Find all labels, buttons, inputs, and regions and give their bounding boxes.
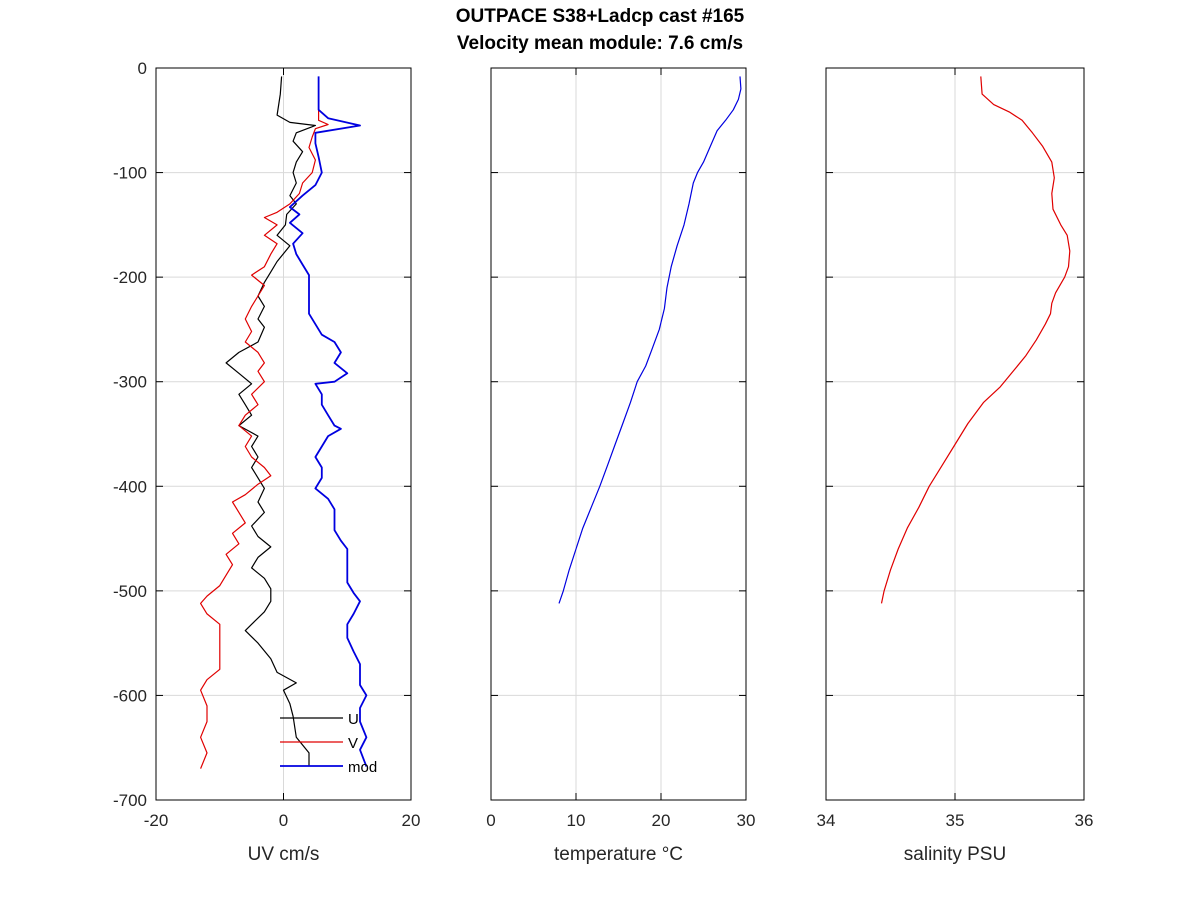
chart-title: OUTPACE S38+Ladcp cast #165 (455, 6, 745, 27)
x-tick-label: 0 (486, 811, 495, 830)
axes-box (490, 67, 747, 801)
panel-2: 0 10 20 30 temperature °C (486, 67, 756, 865)
x-axis-label: UV cm/s (248, 844, 320, 865)
x-tick-label: -20 (144, 811, 169, 830)
y-tick-label: 0 (138, 59, 147, 78)
x-tick-label: 30 (737, 811, 756, 830)
x-axis-label: temperature °C (554, 844, 683, 865)
x-tick-label: 35 (946, 811, 965, 830)
x-tick-label: 10 (567, 811, 586, 830)
series-line-v (200, 104, 329, 769)
series-line-temperature (558, 76, 742, 604)
y-tick-label: -600 (113, 686, 147, 705)
series-line-mod (288, 76, 368, 767)
series-line-u (225, 76, 316, 767)
x-axis-label: salinity PSU (904, 844, 1006, 865)
legend-label-v: V (348, 735, 358, 752)
legend-label-mod: mod (348, 759, 377, 776)
x-tick-label: 20 (652, 811, 671, 830)
x-tick-label: 34 (817, 811, 836, 830)
legend-label-u: U (348, 711, 359, 728)
y-tick-label: -700 (113, 791, 147, 810)
y-tick-label: -200 (113, 268, 147, 287)
series-line-salinity (880, 76, 1071, 604)
y-tick-label: -500 (113, 582, 147, 601)
y-tick-label: -100 (113, 164, 147, 183)
x-tick-label: 36 (1075, 811, 1094, 830)
x-tick-label: 0 (279, 811, 288, 830)
x-tick-label: 20 (402, 811, 421, 830)
chart-subtitle: Velocity mean module: 7.6 cm/s (456, 33, 744, 54)
y-tick-label: -400 (113, 477, 147, 496)
panel-3: 34 35 36 salinity PSU (817, 67, 1094, 865)
y-tick-label: -300 (113, 373, 147, 392)
